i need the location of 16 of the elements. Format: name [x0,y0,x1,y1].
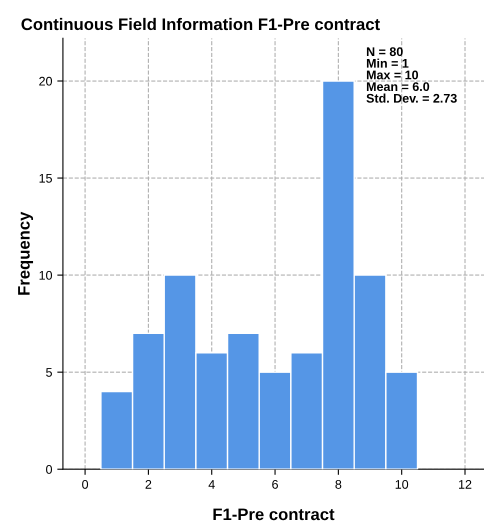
y-tick-label: 5 [46,368,52,377]
y-tick-label: 10 [40,270,52,280]
y-tick-label: 0 [46,465,52,474]
annotation: N = 80 Min = 1 Max = 10 Mean = 6.0 Std. Dev. = 2.73 [366,47,457,103]
y-axis-title: Frequency [18,212,34,295]
y-tick-label: 20 [39,76,52,86]
x-tick-label: 12 [459,480,472,489]
x-tick-label: 10 [396,480,408,489]
x-tick-label: 6 [272,480,278,489]
x-tick-label: 2 [146,480,152,489]
x-tick-label: 0 [82,480,88,489]
x-axis-title: F1-Pre contract [213,508,334,520]
x-tick-label: 8 [335,480,342,489]
chart-title: Continuous Field Information F1-Pre contract [21,18,380,30]
x-tick-label: 4 [208,480,215,489]
y-tick-label: 15 [40,174,52,183]
